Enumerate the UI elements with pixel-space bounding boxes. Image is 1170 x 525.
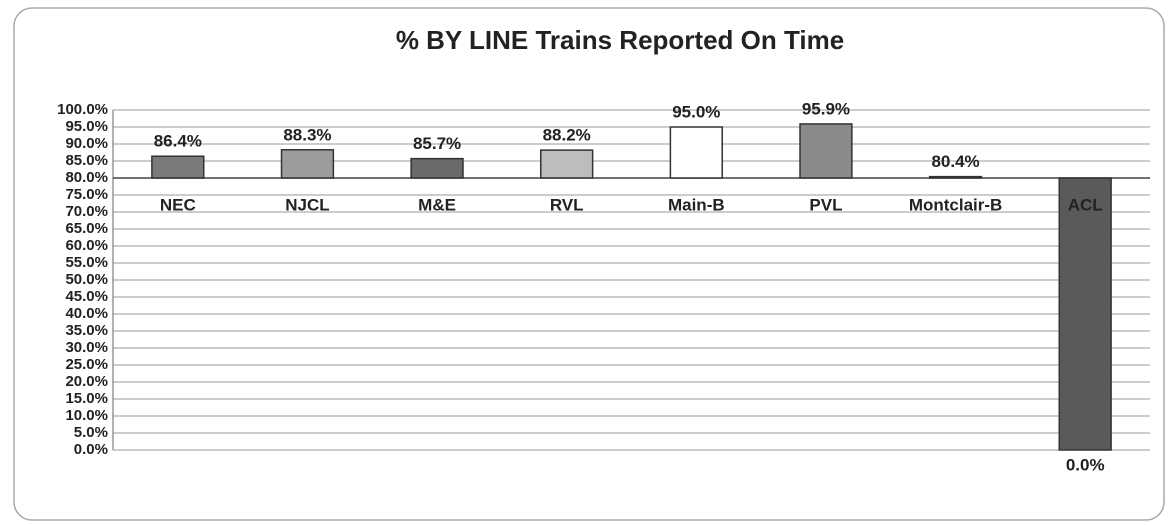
y-tick-label: 15.0%: [65, 390, 108, 407]
y-tick-label: 75.0%: [65, 186, 108, 203]
y-tick-label: 5.0%: [74, 424, 108, 441]
value-label: 0.0%: [1066, 455, 1105, 474]
x-tick-label: NJCL: [285, 195, 329, 214]
y-tick-label: 25.0%: [65, 356, 108, 373]
x-tick-label: Main-B: [668, 195, 725, 214]
y-tick-label: 95.0%: [65, 118, 108, 135]
bar: [540, 149, 594, 179]
value-label: 85.7%: [413, 134, 461, 153]
value-label: 86.4%: [154, 132, 202, 151]
y-tick-label: 35.0%: [65, 322, 108, 339]
y-tick-label: 70.0%: [65, 203, 108, 220]
value-label: 95.9%: [802, 99, 850, 118]
x-tick-label: PVL: [809, 195, 842, 214]
y-tick-label: 100.0%: [57, 101, 108, 118]
bar: [280, 149, 335, 179]
chart-title: % BY LINE Trains Reported On Time: [396, 25, 844, 55]
y-tick-label: 65.0%: [65, 220, 108, 237]
y-tick-label: 85.0%: [65, 152, 108, 169]
bar: [151, 155, 205, 179]
chart-frame: [13, 7, 1165, 521]
x-tick-label: RVL: [550, 195, 584, 214]
x-tick-label: NEC: [160, 195, 196, 214]
value-label: 80.4%: [931, 152, 979, 171]
y-tick-label: 30.0%: [65, 339, 108, 356]
bar: [410, 157, 464, 179]
x-tick-label: M&E: [418, 195, 456, 214]
y-tick-label: 20.0%: [65, 373, 108, 390]
y-tick-label: 45.0%: [65, 288, 108, 305]
value-label: 88.2%: [543, 126, 591, 145]
y-tick-label: 80.0%: [65, 169, 108, 186]
bar: [1058, 177, 1112, 451]
y-tick-label: 50.0%: [65, 271, 108, 288]
y-tick-label: 10.0%: [65, 407, 108, 424]
y-tick-label: 40.0%: [65, 305, 108, 322]
bar: [928, 175, 983, 179]
y-tick-label: 55.0%: [65, 254, 108, 271]
bar: [799, 123, 853, 179]
y-tick-label: 60.0%: [65, 237, 108, 254]
y-tick-label: 90.0%: [65, 135, 108, 152]
value-label: 95.0%: [672, 102, 720, 121]
bar: [669, 126, 723, 179]
x-tick-label: Montclair-B: [909, 195, 1003, 214]
value-label: 88.3%: [283, 125, 331, 144]
y-tick-label: 0.0%: [74, 441, 108, 458]
x-tick-label: ACL: [1068, 195, 1103, 214]
